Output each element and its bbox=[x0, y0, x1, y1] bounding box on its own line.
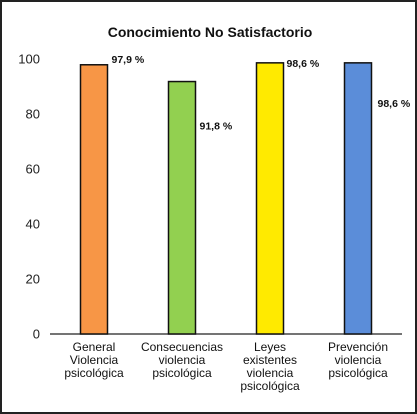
y-tick-label: 80 bbox=[26, 107, 40, 122]
x-tick-label-line: Violencia bbox=[70, 353, 119, 367]
x-tick-label-line: General bbox=[73, 340, 116, 354]
x-tick-label-line: violencia bbox=[335, 353, 382, 367]
x-tick-label-line: psicológica bbox=[328, 366, 388, 380]
data-labels-group: 97,9 % 91,8 % 98,6 % 98,6 % bbox=[112, 54, 411, 133]
y-tick-label: 20 bbox=[26, 272, 40, 287]
data-label: 98,6 % bbox=[287, 58, 320, 70]
x-tick-label-line: violencia bbox=[159, 353, 206, 367]
x-tick-label-line: Consecuencias bbox=[141, 340, 223, 354]
x-tick-label-line: psicológica bbox=[64, 366, 124, 380]
x-tick-label-line: Leyes bbox=[254, 340, 286, 354]
chart-title: Conocimiento No Satisfactorio bbox=[108, 24, 313, 40]
bar bbox=[255, 62, 285, 335]
y-axis: 0 20 40 60 80 100 bbox=[18, 52, 402, 342]
y-tick-label: 40 bbox=[26, 217, 40, 232]
x-tick-label: Consecuencias violencia psicológica bbox=[141, 340, 223, 380]
bars-group bbox=[79, 62, 373, 335]
x-tick-label-line: existentes bbox=[243, 353, 297, 367]
x-tick-label-line: psicológica bbox=[152, 366, 212, 380]
y-tick-label: 0 bbox=[33, 327, 40, 342]
y-tick-label: 100 bbox=[18, 52, 40, 67]
bar bbox=[167, 80, 197, 335]
x-tick-label-line: Prevención bbox=[328, 340, 388, 354]
x-tick-label: General Violencia psicológica bbox=[64, 340, 124, 380]
bar bbox=[343, 62, 373, 335]
data-label: 91,8 % bbox=[200, 121, 233, 133]
data-label: 98,6 % bbox=[378, 98, 411, 110]
x-tick-label: Prevención violencia psicológica bbox=[328, 340, 388, 380]
data-label: 97,9 % bbox=[112, 54, 145, 66]
x-tick-label: Leyes existentes violencia psicológica bbox=[240, 340, 300, 393]
x-tick-label-line: violencia bbox=[247, 366, 294, 380]
x-axis-labels: General Violencia psicológicaConsecuencias… bbox=[64, 340, 388, 393]
bar bbox=[79, 64, 109, 335]
y-tick-label: 60 bbox=[26, 162, 40, 177]
x-tick-label-line: psicológica bbox=[240, 379, 300, 393]
